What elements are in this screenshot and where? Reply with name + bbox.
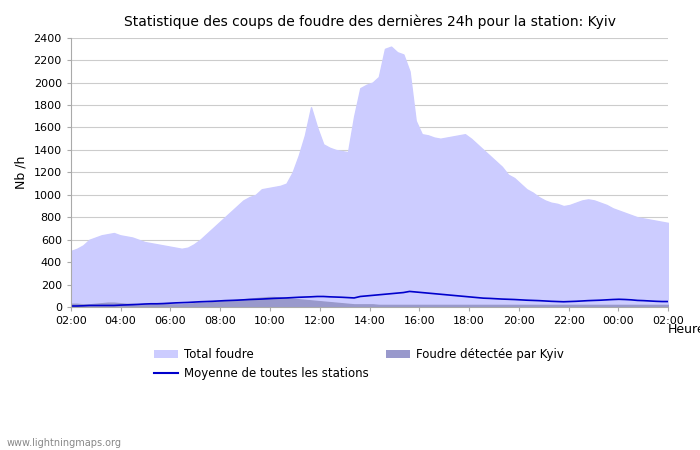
Title: Statistique des coups de foudre des dernières 24h pour la station: Kyiv: Statistique des coups de foudre des dern… [123,15,615,30]
Text: www.lightningmaps.org: www.lightningmaps.org [7,438,122,448]
Legend: Total foudre, Moyenne de toutes les stations, Foudre détectée par Kyiv: Total foudre, Moyenne de toutes les stat… [155,348,564,380]
X-axis label: Heure: Heure [667,323,700,336]
Y-axis label: Nb /h: Nb /h [15,156,28,189]
